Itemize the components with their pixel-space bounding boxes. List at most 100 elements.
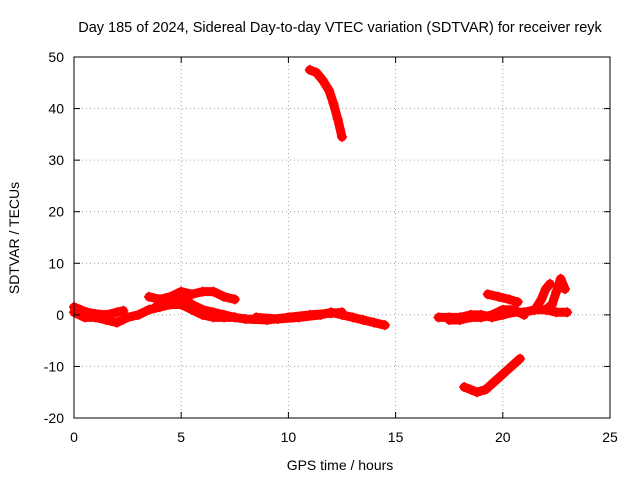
series-arc-start-spread — [69, 302, 129, 320]
data-point — [251, 312, 262, 323]
data-point — [81, 307, 92, 318]
data-point — [529, 304, 540, 315]
data-point — [219, 309, 230, 320]
data-point — [294, 312, 305, 323]
data-point — [75, 304, 86, 315]
data-point — [208, 286, 219, 297]
data-point — [540, 284, 551, 295]
data-point — [272, 313, 283, 324]
data-point — [562, 307, 573, 318]
data-point — [379, 320, 390, 331]
data-point — [506, 361, 517, 372]
data-point — [101, 309, 112, 320]
x-tick-label: 25 — [602, 429, 618, 445]
data-point — [555, 273, 566, 284]
data-point — [508, 304, 519, 315]
data-point — [197, 304, 208, 315]
series-band — [483, 289, 523, 307]
data-point — [497, 304, 508, 315]
y-tick-label: 0 — [56, 307, 64, 323]
data-point — [551, 286, 562, 297]
data-point — [328, 98, 339, 109]
y-tick-label: -10 — [44, 358, 64, 374]
data-point — [317, 75, 328, 86]
data-point — [493, 291, 504, 302]
y-axis-label: SDTVAR / TECUs — [6, 182, 22, 294]
data-point — [186, 299, 197, 310]
y-tick-label: 20 — [48, 204, 64, 220]
data-point — [547, 299, 558, 310]
data-point — [311, 67, 322, 78]
data-point — [536, 294, 547, 305]
series-arc-evening-b — [444, 304, 530, 326]
x-tick-label: 10 — [281, 429, 297, 445]
data-point — [337, 131, 347, 142]
data-point — [208, 307, 219, 318]
data-point — [332, 113, 343, 124]
plot-frame — [73, 56, 611, 419]
data-point — [150, 302, 161, 313]
data-point — [504, 294, 515, 305]
series-layer — [69, 64, 573, 398]
data-point — [465, 312, 476, 323]
series-arc-evening-e — [540, 273, 570, 315]
data-point — [514, 353, 525, 364]
series-arc-evening-d — [529, 278, 555, 315]
data-point — [133, 309, 144, 320]
series-band — [530, 279, 555, 315]
data-point — [229, 312, 240, 323]
x-tick-label: 15 — [388, 429, 404, 445]
data-point — [444, 315, 455, 326]
data-point — [176, 291, 187, 302]
data-point — [358, 315, 369, 326]
data-point — [433, 312, 444, 323]
y-tick-label: -20 — [44, 410, 64, 426]
data-point — [489, 376, 500, 387]
data-point — [337, 309, 347, 320]
data-point — [559, 284, 570, 295]
data-point — [240, 313, 251, 324]
grid — [74, 57, 610, 418]
series-arc-noon — [251, 307, 390, 331]
data-point — [118, 305, 129, 316]
data-point — [219, 291, 230, 302]
data-point — [540, 304, 551, 315]
series-arc-low — [459, 353, 525, 398]
series-arc-evening-c — [482, 289, 523, 307]
data-point — [472, 387, 483, 398]
data-point — [551, 307, 562, 318]
x-tick-label: 20 — [495, 429, 511, 445]
data-point — [465, 384, 476, 395]
data-point — [476, 312, 487, 323]
data-point — [369, 317, 380, 328]
data-point — [480, 384, 491, 395]
data-point — [186, 289, 197, 300]
ticks — [73, 56, 611, 419]
data-point — [459, 382, 470, 393]
x-tick-label: 5 — [177, 429, 185, 445]
data-point — [347, 312, 358, 323]
x-axis-label: GPS time / hours — [287, 457, 394, 473]
data-point — [165, 294, 176, 305]
data-point — [512, 296, 523, 307]
series-arc-high — [304, 64, 347, 142]
data-point — [197, 286, 208, 297]
x-tick-label: 0 — [70, 429, 78, 445]
y-tick-label: 50 — [48, 49, 64, 65]
data-point — [487, 309, 498, 320]
tick-labels: 0 5 10 15 20 25 -20 -10 0 10 20 30 40 50 — [44, 49, 618, 445]
data-point — [144, 291, 155, 302]
data-point — [315, 309, 326, 320]
data-point — [122, 312, 133, 323]
y-tick-label: 10 — [48, 255, 64, 271]
data-point — [111, 307, 122, 318]
data-point — [324, 85, 335, 96]
data-point — [482, 289, 493, 300]
chart-title: Day 185 of 2024, Sidereal Day-to-day VTE… — [78, 20, 602, 36]
data-point — [229, 294, 240, 305]
data-point — [497, 369, 508, 380]
data-point — [454, 315, 465, 326]
data-point — [90, 308, 101, 319]
data-point — [326, 307, 337, 318]
